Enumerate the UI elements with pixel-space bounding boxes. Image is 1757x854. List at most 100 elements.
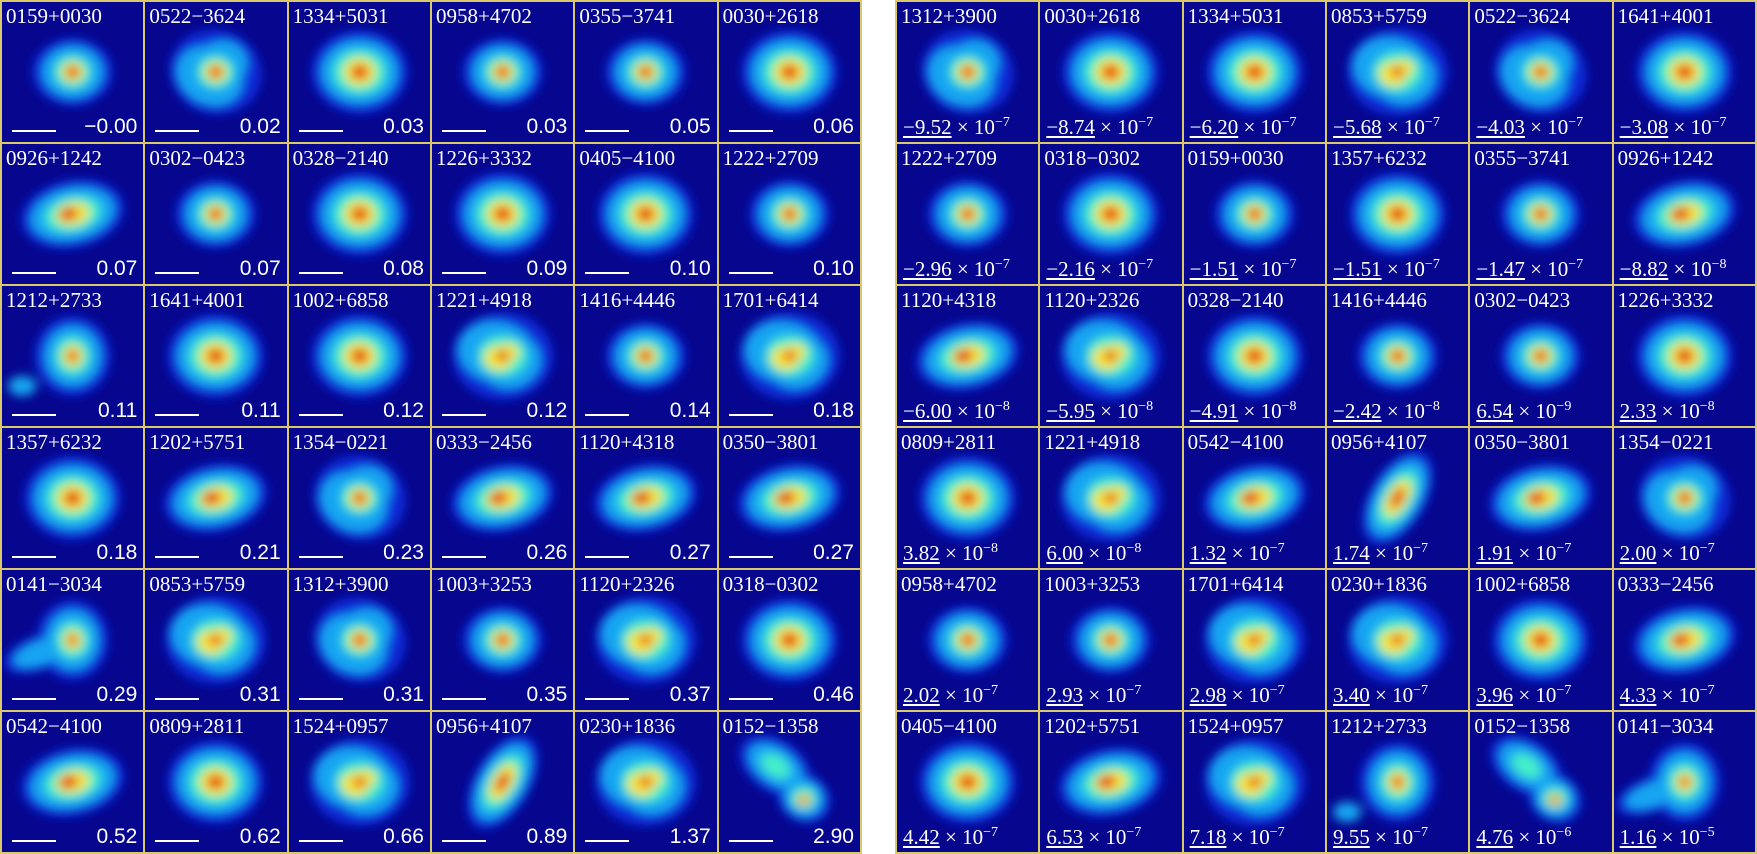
galaxy-image bbox=[1062, 172, 1160, 256]
sci-value-label: 2.00 × 10−7 bbox=[1620, 537, 1715, 565]
galaxy-blob bbox=[1492, 598, 1590, 682]
galaxy-id-label: 0030+2618 bbox=[1044, 4, 1141, 28]
galaxy-blob bbox=[452, 312, 554, 400]
times-ten: × 10 bbox=[1083, 683, 1127, 707]
scale-bar bbox=[12, 556, 56, 558]
sci-value-label: 6.00 × 10−8 bbox=[1046, 537, 1141, 565]
times-ten: × 10 bbox=[1094, 399, 1139, 423]
galaxy-id-label: 0956+4107 bbox=[435, 714, 532, 738]
galaxy-blob bbox=[1615, 742, 1721, 822]
times-ten: × 10 bbox=[1083, 825, 1127, 849]
value-label: 0.03 bbox=[383, 115, 424, 138]
galaxy-cell: 0152−1358 4.76 × 10−6 bbox=[1470, 712, 1612, 852]
times-ten: × 10 bbox=[1656, 399, 1700, 423]
galaxy-blob bbox=[1205, 314, 1303, 398]
mantissa: −1.51 bbox=[1189, 257, 1239, 281]
scale-bar bbox=[441, 130, 486, 132]
galaxy-blob bbox=[164, 463, 268, 533]
exponent: −8 bbox=[1424, 399, 1440, 414]
galaxy-blob bbox=[20, 179, 125, 249]
galaxy-id-label: 0152−1358 bbox=[722, 714, 819, 738]
galaxy-blob bbox=[1632, 605, 1737, 675]
value-label: 0.03 bbox=[526, 115, 568, 138]
exponent: −7 bbox=[1281, 257, 1297, 272]
galaxy-image bbox=[1615, 742, 1721, 822]
exponent: −7 bbox=[1138, 257, 1154, 272]
times-ten: × 10 bbox=[1513, 825, 1557, 849]
scale-bar bbox=[728, 130, 773, 132]
times-ten: × 10 bbox=[1226, 825, 1270, 849]
galaxy-blob bbox=[1635, 314, 1733, 398]
galaxy-image bbox=[921, 29, 1014, 115]
galaxy-image bbox=[170, 29, 262, 115]
galaxy-image bbox=[462, 38, 544, 106]
galaxy-blob bbox=[1213, 180, 1295, 248]
mantissa: −3.08 bbox=[1619, 115, 1669, 139]
galaxy-cell: 0350−3801 1.91 × 10−7 bbox=[1470, 428, 1612, 568]
times-ten: × 10 bbox=[1656, 541, 1700, 565]
galaxy-image bbox=[310, 30, 408, 114]
scale-bar bbox=[728, 840, 773, 842]
galaxy-blob bbox=[921, 29, 1014, 115]
sci-value-label: −8.74 × 10−7 bbox=[1046, 111, 1153, 139]
galaxy-id-label: 1334+5031 bbox=[292, 4, 389, 28]
galaxy-id-label: 1002+6858 bbox=[1474, 572, 1571, 596]
value-label: 0.09 bbox=[526, 257, 568, 280]
galaxy-image bbox=[462, 606, 544, 674]
mantissa: 3.40 bbox=[1332, 683, 1370, 707]
galaxy-id-label: 1226+3332 bbox=[435, 146, 532, 170]
galaxy-id-label: 0230+1836 bbox=[1330, 572, 1427, 596]
sci-value-label: 2.93 × 10−7 bbox=[1046, 679, 1141, 707]
galaxy-cell: 0141−3034 1.16 × 10−5 bbox=[1613, 712, 1755, 852]
galaxy-blob bbox=[454, 172, 552, 256]
galaxy-blob bbox=[927, 606, 1009, 674]
galaxy-blob bbox=[170, 29, 262, 115]
times-ten: × 10 bbox=[939, 683, 984, 707]
galaxy-blob bbox=[313, 597, 406, 683]
galaxy-blob bbox=[605, 322, 687, 390]
galaxy-cell: 0333−2456 4.33 × 10−7 bbox=[1613, 570, 1755, 710]
galaxy-image bbox=[1635, 314, 1733, 398]
galaxy-cell: 1226+3332 0.09 bbox=[431, 144, 574, 284]
value-label: 0.89 bbox=[526, 825, 568, 848]
scale-bar bbox=[298, 130, 343, 132]
galaxy-id-label: 1524+0957 bbox=[1187, 714, 1284, 738]
galaxy-id-label: 0350−3801 bbox=[722, 430, 819, 454]
mantissa: 1.32 bbox=[1189, 541, 1227, 565]
galaxy-image bbox=[8, 316, 112, 396]
exponent: −7 bbox=[1269, 825, 1285, 840]
value-label: 0.10 bbox=[669, 257, 711, 280]
galaxy-blob bbox=[1060, 454, 1162, 542]
left-image-grid: 0159+0030 −0.00 0522−3624 0.02 1334+5031 0.03… bbox=[0, 0, 862, 854]
galaxy-cell: 0318−0302 −2.16 × 10−7 bbox=[1040, 144, 1182, 284]
mantissa: −9.52 bbox=[903, 115, 952, 139]
galaxy-image bbox=[20, 747, 125, 817]
galaxy-image bbox=[1202, 463, 1307, 533]
galaxy-id-label: 0809+2811 bbox=[149, 714, 245, 738]
galaxy-id-label: 0355−3741 bbox=[1474, 146, 1571, 170]
value-label: 2.90 bbox=[813, 825, 854, 848]
scale-bar bbox=[155, 130, 200, 132]
exponent: −7 bbox=[1413, 683, 1428, 698]
value-label: 1.37 bbox=[669, 825, 711, 848]
galaxy-image bbox=[310, 172, 408, 256]
galaxy-id-label: 0522−3624 bbox=[1474, 4, 1571, 28]
galaxy-blob bbox=[1495, 29, 1587, 115]
galaxy-id-label: 1334+5031 bbox=[1187, 4, 1284, 28]
exponent: −8 bbox=[983, 541, 998, 556]
right-image-grid: 1312+3900 −9.52 × 10−7 0030+2618 −8.74 × 10… bbox=[895, 0, 1757, 854]
galaxy-id-label: 0958+4702 bbox=[435, 4, 532, 28]
times-ten: × 10 bbox=[1094, 257, 1139, 281]
mantissa: −2.16 bbox=[1046, 257, 1095, 281]
mantissa: 2.93 bbox=[1046, 683, 1084, 707]
galaxy-image bbox=[1357, 322, 1439, 390]
galaxy-id-label: 1641+4001 bbox=[1617, 4, 1714, 28]
galaxy-image bbox=[595, 596, 697, 684]
galaxy-image bbox=[32, 38, 114, 106]
galaxy-id-label: 0230+1836 bbox=[579, 714, 676, 738]
galaxy-cell: 1003+3253 0.35 bbox=[431, 570, 574, 710]
galaxy-cell: 0958+4702 0.03 bbox=[431, 2, 574, 142]
times-ten: × 10 bbox=[1524, 257, 1569, 281]
sci-value-label: 4.33 × 10−7 bbox=[1620, 679, 1715, 707]
galaxy-image bbox=[1060, 312, 1162, 400]
